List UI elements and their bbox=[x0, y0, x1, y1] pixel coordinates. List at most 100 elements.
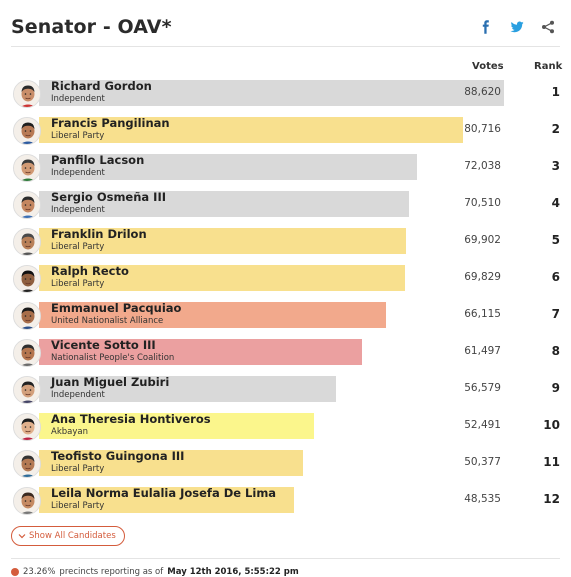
candidate-name: Leila Norma Eulalia Josefa De Lima bbox=[51, 486, 277, 500]
candidate-party: Independent bbox=[51, 168, 105, 178]
candidate-avatar bbox=[13, 339, 41, 367]
candidate-name: Ana Theresia Hontiveros bbox=[51, 412, 211, 426]
candidate-votes: 88,620 bbox=[464, 86, 501, 98]
twitter-icon[interactable] bbox=[510, 20, 524, 34]
candidate-row[interactable]: Leila Norma Eulalia Josefa De Lima Libera… bbox=[11, 486, 560, 523]
candidate-avatar bbox=[13, 117, 41, 145]
precincts-status: 23.26% precincts reporting as of May 12t… bbox=[11, 567, 299, 577]
candidate-row[interactable]: Emmanuel Pacquiao United Nationalist Alli… bbox=[11, 301, 560, 338]
candidate-party: Liberal Party bbox=[51, 464, 105, 474]
candidate-row[interactable]: Richard Gordon Independent 88,620 1 bbox=[11, 79, 560, 116]
candidate-rank: 12 bbox=[543, 492, 560, 506]
vote-bar bbox=[39, 302, 386, 328]
candidate-votes: 69,902 bbox=[464, 234, 501, 246]
candidate-rank: 11 bbox=[543, 455, 560, 469]
candidate-rank: 10 bbox=[543, 418, 560, 432]
candidate-votes: 52,491 bbox=[464, 419, 501, 431]
vote-bar bbox=[39, 413, 314, 439]
candidate-name: Juan Miguel Zubiri bbox=[51, 375, 170, 389]
vote-bar bbox=[39, 228, 406, 254]
column-header-votes: Votes bbox=[472, 61, 504, 72]
show-all-label: Show All Candidates bbox=[29, 531, 116, 541]
vote-bar bbox=[39, 154, 417, 180]
facebook-icon[interactable] bbox=[479, 20, 493, 34]
candidate-party: Akbayan bbox=[51, 427, 88, 437]
candidate-votes: 66,115 bbox=[464, 308, 501, 320]
footer-divider bbox=[11, 558, 560, 559]
candidate-party: Independent bbox=[51, 390, 105, 400]
candidate-party: Nationalist People's Coalition bbox=[51, 353, 175, 363]
header: Senator - OAV* bbox=[0, 0, 571, 48]
results-list: Richard Gordon Independent 88,620 1 Francis … bbox=[11, 79, 560, 523]
header-divider bbox=[11, 46, 560, 47]
candidate-votes: 70,510 bbox=[464, 197, 501, 209]
candidate-avatar bbox=[13, 265, 41, 293]
candidate-row[interactable]: Francis Pangilinan Liberal Party 80,716 2 bbox=[11, 116, 560, 153]
vote-bar bbox=[39, 487, 294, 513]
share-icon[interactable] bbox=[541, 20, 555, 34]
candidate-avatar bbox=[13, 376, 41, 404]
candidate-name: Sergio Osmeña III bbox=[51, 190, 167, 204]
candidate-name: Teofisto Guingona III bbox=[51, 449, 185, 463]
candidate-rank: 9 bbox=[551, 381, 560, 395]
chevron-down-icon bbox=[18, 534, 26, 539]
candidate-name: Vicente Sotto III bbox=[51, 338, 156, 352]
candidate-party: United Nationalist Alliance bbox=[51, 316, 164, 326]
candidate-rank: 6 bbox=[551, 270, 560, 284]
candidate-name: Franklin Drilon bbox=[51, 227, 147, 241]
candidate-avatar bbox=[13, 487, 41, 515]
candidate-avatar bbox=[13, 302, 41, 330]
vote-bar bbox=[39, 265, 405, 291]
precincts-percent: 23.26% bbox=[23, 567, 56, 577]
candidate-votes: 80,716 bbox=[464, 123, 501, 135]
candidate-row[interactable]: Vicente Sotto III Nationalist People's Co… bbox=[11, 338, 560, 375]
candidate-row[interactable]: Juan Miguel Zubiri Independent 56,579 9 bbox=[11, 375, 560, 412]
report-datetime: May 12th 2016, 5:55:22 pm bbox=[167, 567, 299, 577]
vote-bar bbox=[39, 339, 362, 365]
candidate-votes: 56,579 bbox=[464, 382, 501, 394]
candidate-votes: 72,038 bbox=[464, 160, 501, 172]
vote-bar bbox=[39, 376, 336, 402]
candidate-rank: 5 bbox=[551, 233, 560, 247]
vote-bar bbox=[39, 191, 409, 217]
candidate-votes: 69,829 bbox=[464, 271, 501, 283]
show-all-candidates-button[interactable]: Show All Candidates bbox=[11, 526, 125, 546]
candidate-row[interactable]: Panfilo Lacson Independent 72,038 3 bbox=[11, 153, 560, 190]
candidate-avatar bbox=[13, 191, 41, 219]
precincts-text: precincts reporting as of bbox=[59, 567, 164, 577]
vote-bar bbox=[39, 117, 463, 143]
candidate-avatar bbox=[13, 228, 41, 256]
candidate-avatar bbox=[13, 450, 41, 478]
column-header-rank: Rank bbox=[534, 61, 563, 72]
candidate-row[interactable]: Ana Theresia Hontiveros Akbayan 52,491 10 bbox=[11, 412, 560, 449]
candidate-rank: 7 bbox=[551, 307, 560, 321]
candidate-avatar bbox=[13, 413, 41, 441]
vote-bar bbox=[39, 80, 504, 106]
candidate-rank: 2 bbox=[551, 122, 560, 136]
candidate-party: Independent bbox=[51, 205, 105, 215]
candidate-votes: 50,377 bbox=[464, 456, 501, 468]
candidate-avatar bbox=[13, 80, 41, 108]
live-dot-icon bbox=[11, 568, 19, 576]
page-title: Senator - OAV* bbox=[11, 16, 172, 38]
candidate-row[interactable]: Ralph Recto Liberal Party 69,829 6 bbox=[11, 264, 560, 301]
vote-bar bbox=[39, 450, 303, 476]
candidate-party: Liberal Party bbox=[51, 242, 105, 252]
candidate-rank: 4 bbox=[551, 196, 560, 210]
candidate-party: Liberal Party bbox=[51, 279, 105, 289]
candidate-row[interactable]: Teofisto Guingona III Liberal Party 50,377… bbox=[11, 449, 560, 486]
candidate-name: Francis Pangilinan bbox=[51, 116, 170, 130]
candidate-name: Emmanuel Pacquiao bbox=[51, 301, 182, 315]
candidate-party: Liberal Party bbox=[51, 501, 105, 511]
candidate-party: Independent bbox=[51, 94, 105, 104]
candidate-name: Ralph Recto bbox=[51, 264, 129, 278]
candidate-row[interactable]: Franklin Drilon Liberal Party 69,902 5 bbox=[11, 227, 560, 264]
candidate-row[interactable]: Sergio Osmeña III Independent 70,510 4 bbox=[11, 190, 560, 227]
candidate-votes: 48,535 bbox=[464, 493, 501, 505]
candidate-avatar bbox=[13, 154, 41, 182]
candidate-party: Liberal Party bbox=[51, 131, 105, 141]
candidate-rank: 8 bbox=[551, 344, 560, 358]
candidate-name: Richard Gordon bbox=[51, 79, 152, 93]
candidate-rank: 1 bbox=[551, 85, 560, 99]
candidate-votes: 61,497 bbox=[464, 345, 501, 357]
